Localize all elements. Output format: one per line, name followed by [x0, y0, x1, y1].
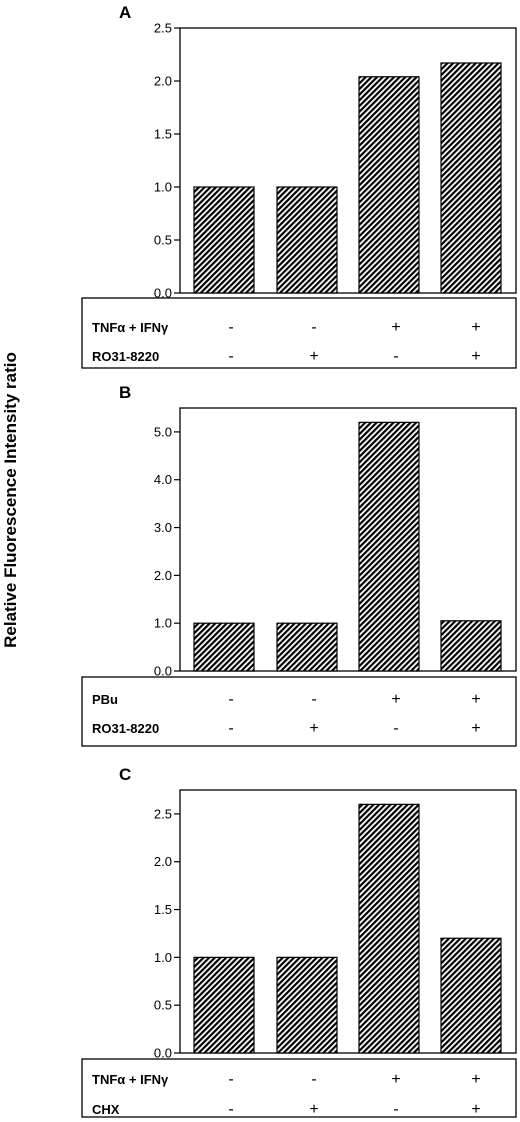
y-tick-label: 0.5 [154, 233, 172, 248]
panel-b: B 0.0 1.0 2.0 3.0 4.0 5.0 PBu - - + + RO31-8220 - + - + [81, 383, 517, 747]
y-tick-label: 0.5 [154, 998, 172, 1013]
bar [193, 186, 255, 294]
plus-sign: + [471, 1071, 480, 1088]
y-tick-label: 0.0 [154, 286, 172, 301]
minus-sign: - [311, 319, 316, 336]
plus-sign: + [471, 348, 480, 365]
y-tick-label: 0.0 [154, 664, 172, 679]
y-tick-label: 2.5 [154, 21, 172, 36]
bar [440, 62, 502, 294]
plus-sign: + [309, 1101, 318, 1118]
panel-letter: B [119, 383, 131, 402]
plot-frame [179, 27, 517, 294]
minus-sign: - [228, 691, 233, 708]
plus-sign: + [471, 1101, 480, 1118]
bar [440, 937, 502, 1054]
y-tick-label: 1.0 [154, 950, 172, 965]
bar [358, 421, 420, 672]
bar [193, 622, 255, 672]
y-tick-label: 2.0 [154, 568, 172, 583]
y-tick-label: 2.0 [154, 74, 172, 89]
panel-letter: C [119, 765, 131, 784]
panel-a: A 0.0 0.5 1.0 1.5 2.0 2.5 TNFα + IFNγ - - + + RO31-8… [81, 3, 517, 369]
plus-sign: + [309, 348, 318, 365]
minus-sign: - [393, 348, 398, 365]
minus-sign: - [393, 720, 398, 737]
y-tick-label: 3.0 [154, 520, 172, 535]
plus-sign: + [391, 319, 400, 336]
panel-c: C 0.0 0.5 1.0 1.5 2.0 2.5 TNFα + IFNγ - - + + CHX - + -… [81, 765, 517, 1118]
condition-label: CHX [92, 1102, 120, 1117]
plot-frame [179, 789, 517, 1054]
condition-label: RO31-8220 [92, 721, 159, 736]
plot-frame [179, 407, 517, 672]
plus-sign: + [391, 691, 400, 708]
plus-sign: + [471, 720, 480, 737]
bar [193, 956, 255, 1054]
y-tick-label: 5.0 [154, 424, 172, 439]
bar [276, 956, 338, 1054]
bar [276, 186, 338, 294]
minus-sign: - [228, 348, 233, 365]
y-tick-label: 0.0 [154, 1046, 172, 1061]
plus-sign: + [471, 691, 480, 708]
panel-letter: A [119, 3, 131, 22]
condition-table [81, 297, 517, 369]
y-tick-label: 1.0 [154, 180, 172, 195]
plus-sign: + [309, 720, 318, 737]
minus-sign: - [228, 319, 233, 336]
bar [276, 622, 338, 672]
y-tick-label: 1.0 [154, 616, 172, 631]
minus-sign: - [311, 1071, 316, 1088]
bar [440, 620, 502, 672]
minus-sign: - [228, 720, 233, 737]
y-tick-label: 1.5 [154, 127, 172, 142]
minus-sign: - [228, 1071, 233, 1088]
condition-table [81, 676, 517, 747]
bar [358, 803, 420, 1054]
condition-table [81, 1058, 517, 1118]
plus-sign: + [471, 319, 480, 336]
minus-sign: - [393, 1101, 398, 1118]
y-tick-label: 2.5 [154, 806, 172, 821]
condition-label: RO31-8220 [92, 349, 159, 364]
condition-label: PBu [92, 692, 118, 707]
condition-label: TNFα + IFNγ [92, 1072, 169, 1087]
y-tick-label: 1.5 [154, 902, 172, 917]
bar [358, 76, 420, 294]
minus-sign: - [311, 691, 316, 708]
y-tick-label: 4.0 [154, 472, 172, 487]
minus-sign: - [228, 1101, 233, 1118]
plus-sign: + [391, 1071, 400, 1088]
y-axis-label: Relative Fluorescence Intensity ratio [1, 352, 20, 648]
y-tick-label: 2.0 [154, 854, 172, 869]
condition-label: TNFα + IFNγ [92, 320, 169, 335]
